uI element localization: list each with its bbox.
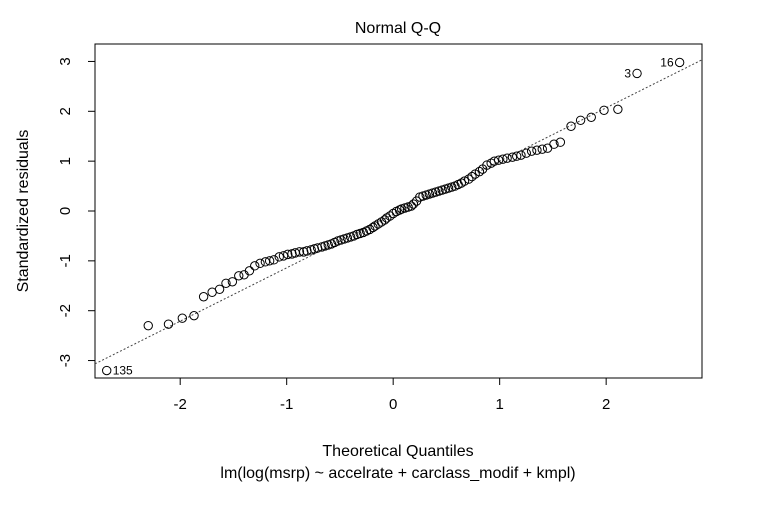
data-point bbox=[189, 310, 199, 321]
data-point bbox=[198, 292, 209, 302]
data-point bbox=[394, 205, 405, 215]
data-point bbox=[532, 145, 542, 155]
y-tick-label: 1 bbox=[57, 157, 74, 165]
data-point bbox=[512, 151, 522, 161]
data-point bbox=[526, 146, 537, 156]
data-point bbox=[489, 156, 500, 166]
y-tick-label: 0 bbox=[57, 207, 74, 215]
data-point bbox=[482, 160, 492, 170]
data-point bbox=[467, 171, 477, 182]
data-point bbox=[227, 277, 238, 287]
data-point bbox=[549, 139, 559, 149]
data-point bbox=[493, 155, 504, 165]
chart-title: Normal Q-Q bbox=[355, 20, 441, 37]
data-point bbox=[234, 271, 244, 281]
data-point bbox=[264, 256, 275, 266]
data-point bbox=[221, 278, 231, 288]
chart-subtitle: lm(log(msrp) ~ accelrate + carclass_modi… bbox=[220, 465, 575, 482]
data-point bbox=[260, 257, 271, 267]
data-point bbox=[674, 57, 685, 68]
data-point bbox=[498, 154, 508, 164]
data-point bbox=[516, 150, 526, 160]
y-tick-label: 2 bbox=[57, 107, 74, 115]
data-point bbox=[507, 152, 518, 162]
y-tick-label: 3 bbox=[57, 57, 74, 65]
data-point bbox=[408, 199, 419, 209]
data-point bbox=[385, 211, 395, 221]
data-point bbox=[555, 137, 566, 147]
data-point bbox=[368, 222, 378, 233]
x-axis-label: Theoretical Quantiles bbox=[322, 443, 473, 460]
data-point bbox=[143, 320, 153, 331]
data-point bbox=[456, 178, 467, 188]
data-point bbox=[382, 213, 392, 223]
data-point bbox=[459, 176, 470, 186]
data-point bbox=[365, 224, 375, 235]
x-tick-label: -1 bbox=[280, 396, 293, 413]
x-tick-label: 1 bbox=[495, 396, 503, 413]
data-point bbox=[599, 105, 609, 116]
y-tick-label: -3 bbox=[57, 354, 74, 367]
data-point bbox=[283, 249, 293, 260]
outlier-label: 3 bbox=[624, 66, 631, 80]
outlier-label: 135 bbox=[113, 364, 133, 378]
data-point bbox=[521, 148, 531, 158]
data-point bbox=[177, 313, 188, 323]
data-point bbox=[302, 246, 312, 256]
data-point bbox=[542, 143, 553, 153]
data-point bbox=[566, 121, 576, 131]
x-axis: -2 -1 0 1 2 bbox=[174, 377, 610, 413]
data-point bbox=[214, 284, 225, 294]
data-point bbox=[255, 258, 265, 269]
data-point bbox=[464, 174, 474, 184]
data-point bbox=[502, 153, 512, 163]
data-point bbox=[632, 68, 642, 79]
data-point bbox=[102, 365, 112, 376]
data-point bbox=[312, 243, 323, 253]
data-point bbox=[269, 255, 279, 265]
data-point bbox=[613, 104, 623, 115]
data-point bbox=[163, 319, 174, 329]
x-tick-label: 2 bbox=[602, 396, 610, 413]
outlier-label: 16 bbox=[660, 55, 674, 69]
data-point bbox=[294, 247, 305, 257]
data-point bbox=[537, 144, 547, 154]
y-axis: -3 -2 -1 0 1 2 3 bbox=[57, 57, 96, 367]
data-point bbox=[250, 261, 260, 271]
data-point bbox=[278, 251, 289, 261]
data-point bbox=[244, 266, 255, 276]
y-tick-label: -2 bbox=[57, 304, 74, 317]
x-tick-label: -2 bbox=[174, 396, 187, 413]
data-point bbox=[575, 115, 586, 125]
y-axis-label: Standardized residuals bbox=[15, 130, 32, 293]
x-tick-label: 0 bbox=[389, 396, 397, 413]
data-point bbox=[274, 252, 284, 262]
data-point bbox=[586, 112, 596, 122]
data-point bbox=[406, 201, 416, 211]
qq-reference-line bbox=[94, 59, 703, 365]
y-tick-label: -1 bbox=[57, 254, 74, 267]
data-point bbox=[474, 166, 485, 177]
